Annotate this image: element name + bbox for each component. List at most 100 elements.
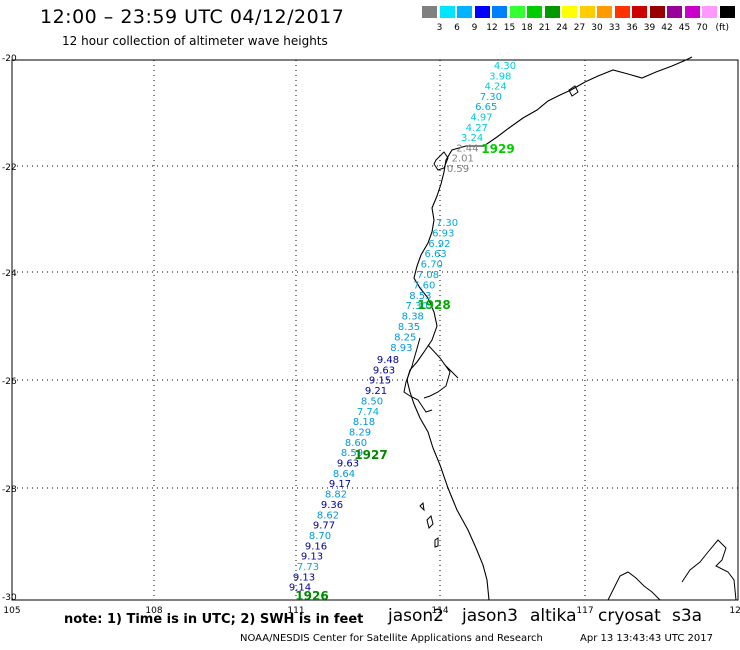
wave-height-value: 8.29 (349, 427, 371, 438)
coastline (406, 56, 693, 601)
credit-text: NOAA/NESDIS Center for Satellite Applica… (240, 633, 543, 644)
longitude-label: 117 (576, 606, 593, 616)
wave-height-value: 7.30 (480, 92, 502, 103)
wave-readings: 4.303.984.247.306.654.974.273.242.442.01… (289, 61, 516, 603)
chart-subtitle: 12 hour collection of altimeter wave hei… (62, 34, 328, 48)
legend-swatch (422, 6, 438, 18)
latitude-label: -20 (2, 54, 17, 64)
wave-height-value: 8.25 (394, 332, 416, 343)
wave-height-value: 2.01 (452, 154, 474, 165)
map-frame (11, 59, 739, 601)
wave-height-value: 9.48 (377, 355, 399, 366)
island (568, 85, 579, 97)
latitude-label: -22 (2, 163, 17, 173)
legend-tick-label: 3 (436, 23, 443, 33)
legend-swatch (509, 6, 526, 18)
track-label: 1926 (295, 589, 328, 603)
wave-height-value: 9.16 (305, 541, 327, 552)
wave-height-value: 9.63 (337, 459, 359, 470)
legend-tick-label: 15 (503, 23, 516, 33)
legend-tick-label: 27 (573, 23, 586, 33)
wave-height-value: 8.59 (341, 448, 363, 459)
wave-height-value: 3.98 (489, 71, 511, 82)
satellite-jason2: jason2 (388, 606, 444, 626)
wave-height-value: 9.14 (289, 583, 311, 594)
wave-height-value: 6.93 (432, 228, 454, 239)
legend-swatch (702, 6, 718, 18)
wave-height-value: 9.15 (369, 376, 391, 387)
footer-note: note: 1) Time is in UTC; 2) SWH is in fe… (64, 612, 364, 627)
peninsula (403, 337, 459, 413)
satellite-s3a: s3a (672, 606, 703, 626)
legend-swatch (632, 6, 648, 18)
legend-tick-label: 6 (454, 23, 460, 33)
legend-tick-label: 70 (696, 23, 708, 33)
legend-swatch (597, 6, 613, 18)
legend-tick-label: 24 (556, 23, 568, 33)
wave-height-value: 8.70 (309, 531, 331, 542)
axis-labels: -20 -22 -24 -26 -28 -30 105 108 111 114 117 120 (2, 54, 740, 616)
satellite-jason3: jason3 (462, 606, 518, 626)
wave-height-value: 4.97 (470, 113, 492, 124)
satellite-altika: altika (530, 606, 577, 626)
wave-height-value: 4.27 (466, 123, 488, 134)
legend-swatch (527, 6, 543, 18)
legend-tick-label: 21 (538, 23, 551, 33)
island (433, 151, 449, 171)
longitude-label: 120 (729, 606, 740, 616)
wave-height-value: 8.64 (333, 469, 355, 480)
wave-height-value: 7.08 (417, 270, 439, 281)
wave-height-value: 8.38 (402, 312, 424, 323)
legend-swatch (562, 6, 578, 18)
wave-height-value: 6.65 (475, 102, 497, 113)
longitude-label: 105 (3, 606, 20, 616)
wave-height-value: 7.30 (405, 301, 427, 312)
legend-tick-label: 33 (608, 23, 621, 33)
legend-tick-label: 45 (678, 23, 691, 33)
wave-height-value: 4.30 (494, 61, 516, 72)
wave-height-value: 9.36 (321, 500, 343, 511)
wave-height-value: 6.92 (428, 239, 450, 250)
legend-swatch (719, 6, 736, 18)
wave-height-value: 8.82 (325, 490, 347, 501)
legend-swatch (614, 6, 631, 18)
chart-title: 12:00 – 23:59 UTC 04/12/2017 (40, 6, 345, 28)
latitude-label: -30 (2, 593, 17, 603)
legend-swatch (544, 6, 561, 18)
wave-height-value: 9.13 (293, 572, 315, 583)
legend-swatch (492, 6, 508, 18)
wave-height-value: 7.30 (436, 218, 458, 229)
wave-height-value: 2.44 (456, 143, 478, 154)
legend-tick-label: 30 (591, 23, 603, 33)
wave-height-value: 7.73 (297, 562, 319, 573)
longitude-label: 111 (287, 606, 304, 616)
track-label: 1929 (481, 142, 514, 156)
latitude-label: -28 (2, 485, 17, 495)
wave-height-value: 7.74 (357, 407, 379, 418)
legend-tick-label: 12 (486, 23, 498, 33)
island (419, 501, 439, 548)
legend-tick-label: 36 (626, 23, 638, 33)
wave-height-value: 8.53 (409, 291, 431, 302)
legend-tick-label: 18 (521, 23, 533, 33)
legend-unit: (ft) (715, 23, 730, 33)
wave-height-value: 8.62 (317, 510, 339, 521)
wave-height-value: 7.60 (413, 280, 435, 291)
satellite-cryosat: cryosat (598, 606, 661, 626)
wave-height-value: 8.18 (353, 417, 375, 428)
wave-height-value: 9.17 (329, 479, 351, 490)
latitude-label: -24 (2, 269, 17, 279)
track-label: 1928 (417, 298, 450, 312)
grid-lines (11, 59, 739, 601)
track-label: 1927 (354, 448, 387, 462)
wave-height-value: 4.24 (484, 82, 506, 93)
wave-height-value: 9.13 (301, 552, 323, 563)
wave-height-value: 8.93 (390, 343, 412, 354)
wave-height-value: 9.21 (365, 386, 387, 397)
wave-height-value: 3.24 (461, 133, 483, 144)
wave-height-value: 8.60 (345, 438, 367, 449)
legend-tick-label: 39 (643, 23, 656, 33)
legend-swatch (439, 6, 456, 18)
latitude-label: -26 (2, 377, 17, 387)
